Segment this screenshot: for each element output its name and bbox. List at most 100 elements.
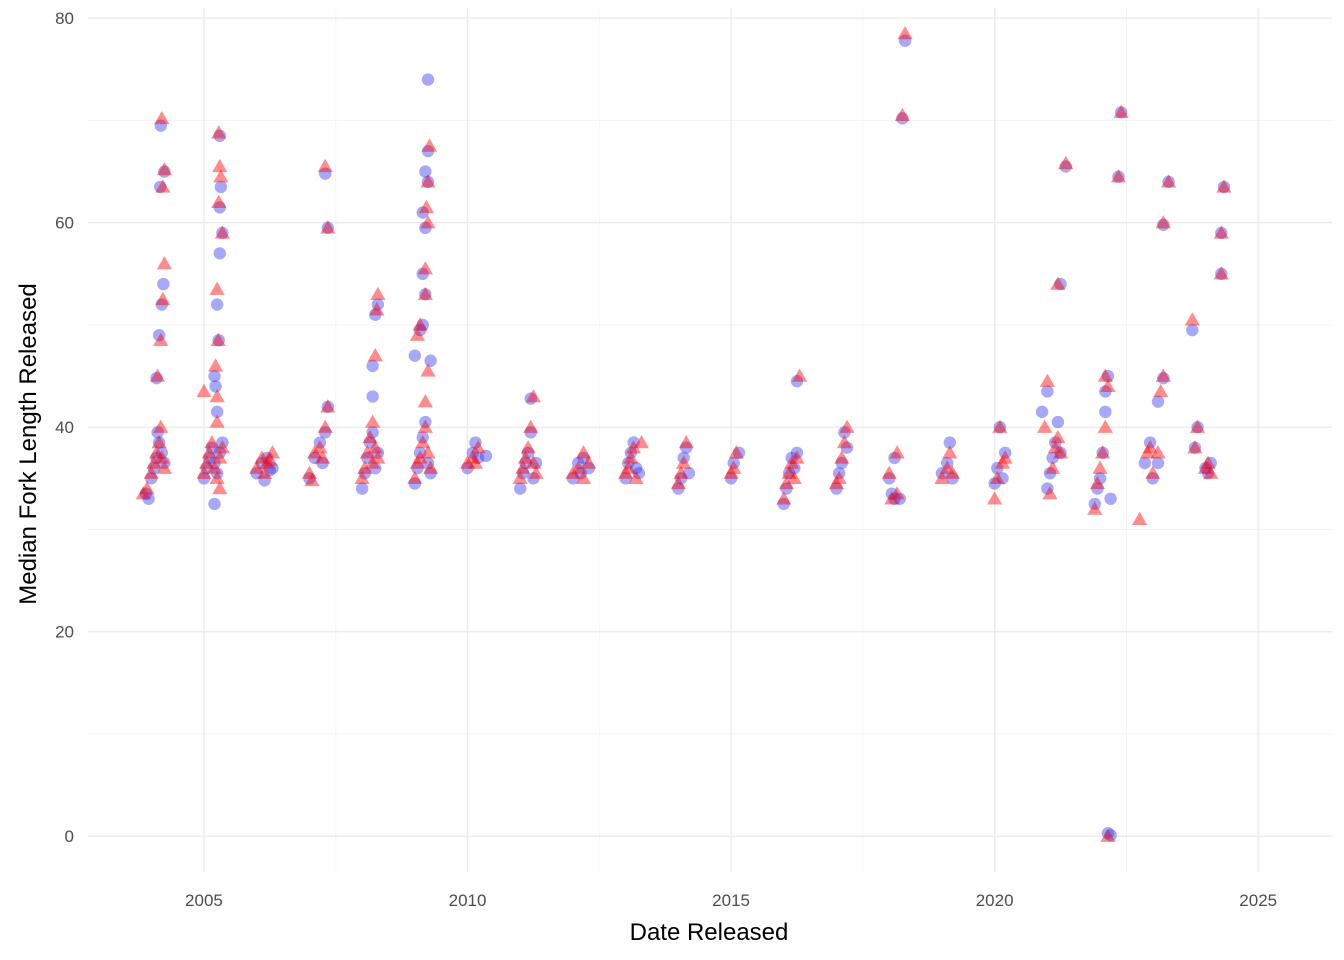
data-point-circle <box>777 497 790 511</box>
data-point-triangle <box>367 348 383 362</box>
data-point-circle <box>1051 415 1065 429</box>
data-point-triangle <box>1113 104 1129 118</box>
data-point-triangle <box>465 450 481 464</box>
data-point-triangle <box>944 465 961 479</box>
data-point-triangle <box>409 327 426 341</box>
data-point-triangle <box>312 440 328 454</box>
data-point-circle <box>1146 472 1159 485</box>
data-point-circle <box>1112 170 1125 183</box>
data-point-circle <box>1104 828 1117 842</box>
data-point-circle <box>469 436 482 449</box>
data-point-circle <box>1101 369 1115 383</box>
data-point-triangle <box>212 480 228 495</box>
data-point-triangle <box>421 138 438 152</box>
data-point-triangle <box>623 450 639 464</box>
data-point-circle <box>943 436 957 449</box>
y-tick-label: 40 <box>55 418 74 437</box>
data-point-triangle <box>357 460 373 474</box>
data-point-circle <box>371 446 385 459</box>
data-point-triangle <box>417 394 433 408</box>
data-point-circle <box>832 467 846 480</box>
data-point-circle <box>1191 421 1204 434</box>
data-point-triangle <box>320 399 336 413</box>
data-point-circle <box>203 451 216 465</box>
data-point-circle <box>421 73 435 86</box>
data-point-circle <box>790 375 804 388</box>
data-point-circle <box>672 482 685 495</box>
data-point-circle <box>151 426 164 439</box>
y-axis-title: Median Fork Length Released <box>15 283 42 605</box>
data-point-triangle <box>581 455 597 469</box>
data-point-triangle <box>370 286 386 300</box>
data-point-triangle <box>156 256 173 270</box>
data-point-triangle <box>1145 465 1161 479</box>
data-point-triangle <box>1213 225 1229 239</box>
data-point-circle <box>893 492 906 505</box>
data-point-circle <box>210 405 224 419</box>
data-point-circle <box>213 201 226 214</box>
data-point-circle <box>150 371 163 385</box>
data-point-triangle <box>784 455 800 469</box>
data-point-circle <box>366 426 379 439</box>
data-point-triangle <box>828 475 845 490</box>
data-point-triangle <box>153 419 169 433</box>
data-point-triangle <box>525 455 542 469</box>
data-point-triangle <box>939 460 955 474</box>
data-point-circle <box>1201 467 1215 480</box>
data-point-triangle <box>204 434 220 449</box>
data-point-circle <box>788 461 801 475</box>
data-point-triangle <box>1189 419 1206 433</box>
x-axis-title: Date Released <box>630 919 789 946</box>
data-point-triangle <box>992 419 1008 433</box>
x-tick-label: 2010 <box>449 891 487 910</box>
data-point-circle <box>1054 277 1067 291</box>
data-point-circle <box>630 461 643 475</box>
data-point-circle <box>145 472 158 485</box>
data-point-triangle <box>209 281 225 295</box>
data-point-circle <box>369 461 382 475</box>
data-point-triangle <box>620 460 636 474</box>
data-point-circle <box>147 461 161 475</box>
data-point-triangle <box>264 445 281 459</box>
data-point-triangle <box>196 383 212 398</box>
data-point-triangle <box>676 455 692 469</box>
data-point-circle <box>366 359 379 373</box>
data-point-circle <box>213 129 226 143</box>
data-point-circle <box>935 467 949 480</box>
data-point-circle <box>572 456 585 470</box>
data-point-triangle <box>1213 266 1229 280</box>
data-point-circle <box>1046 451 1059 465</box>
data-point-circle <box>205 441 219 454</box>
data-point-circle <box>321 400 335 413</box>
data-point-circle <box>208 456 221 470</box>
data-point-triangle <box>211 125 227 139</box>
data-point-circle <box>213 446 226 459</box>
data-point-circle <box>313 436 327 449</box>
data-point-circle <box>155 298 168 311</box>
y-tick-label: 60 <box>55 214 74 233</box>
grid-lines <box>88 8 1332 872</box>
data-point-triangle <box>515 460 531 474</box>
data-point-triangle <box>575 470 592 485</box>
data-point-circle <box>210 467 224 480</box>
data-point-triangle <box>1153 383 1169 398</box>
data-point-circle <box>624 446 638 459</box>
data-point-circle <box>200 461 213 475</box>
data-point-circle <box>632 467 646 480</box>
data-point-triangle <box>420 215 436 229</box>
data-point-triangle <box>210 332 226 347</box>
data-point-circle <box>577 451 590 465</box>
y-axis-ticks: 0 20 40 60 80 <box>55 9 74 846</box>
data-point-circle <box>888 492 901 505</box>
data-point-triangle <box>367 440 383 454</box>
data-point-circle <box>1041 482 1054 495</box>
data-point-circle <box>1043 467 1057 480</box>
data-point-triangle <box>1097 419 1113 433</box>
data-point-triangle <box>1150 445 1166 459</box>
data-point-circle <box>574 467 588 480</box>
data-point-triangle <box>1155 368 1171 382</box>
data-point-circle <box>835 456 848 470</box>
data-point-circle <box>1217 180 1231 194</box>
data-point-circle <box>216 436 229 449</box>
